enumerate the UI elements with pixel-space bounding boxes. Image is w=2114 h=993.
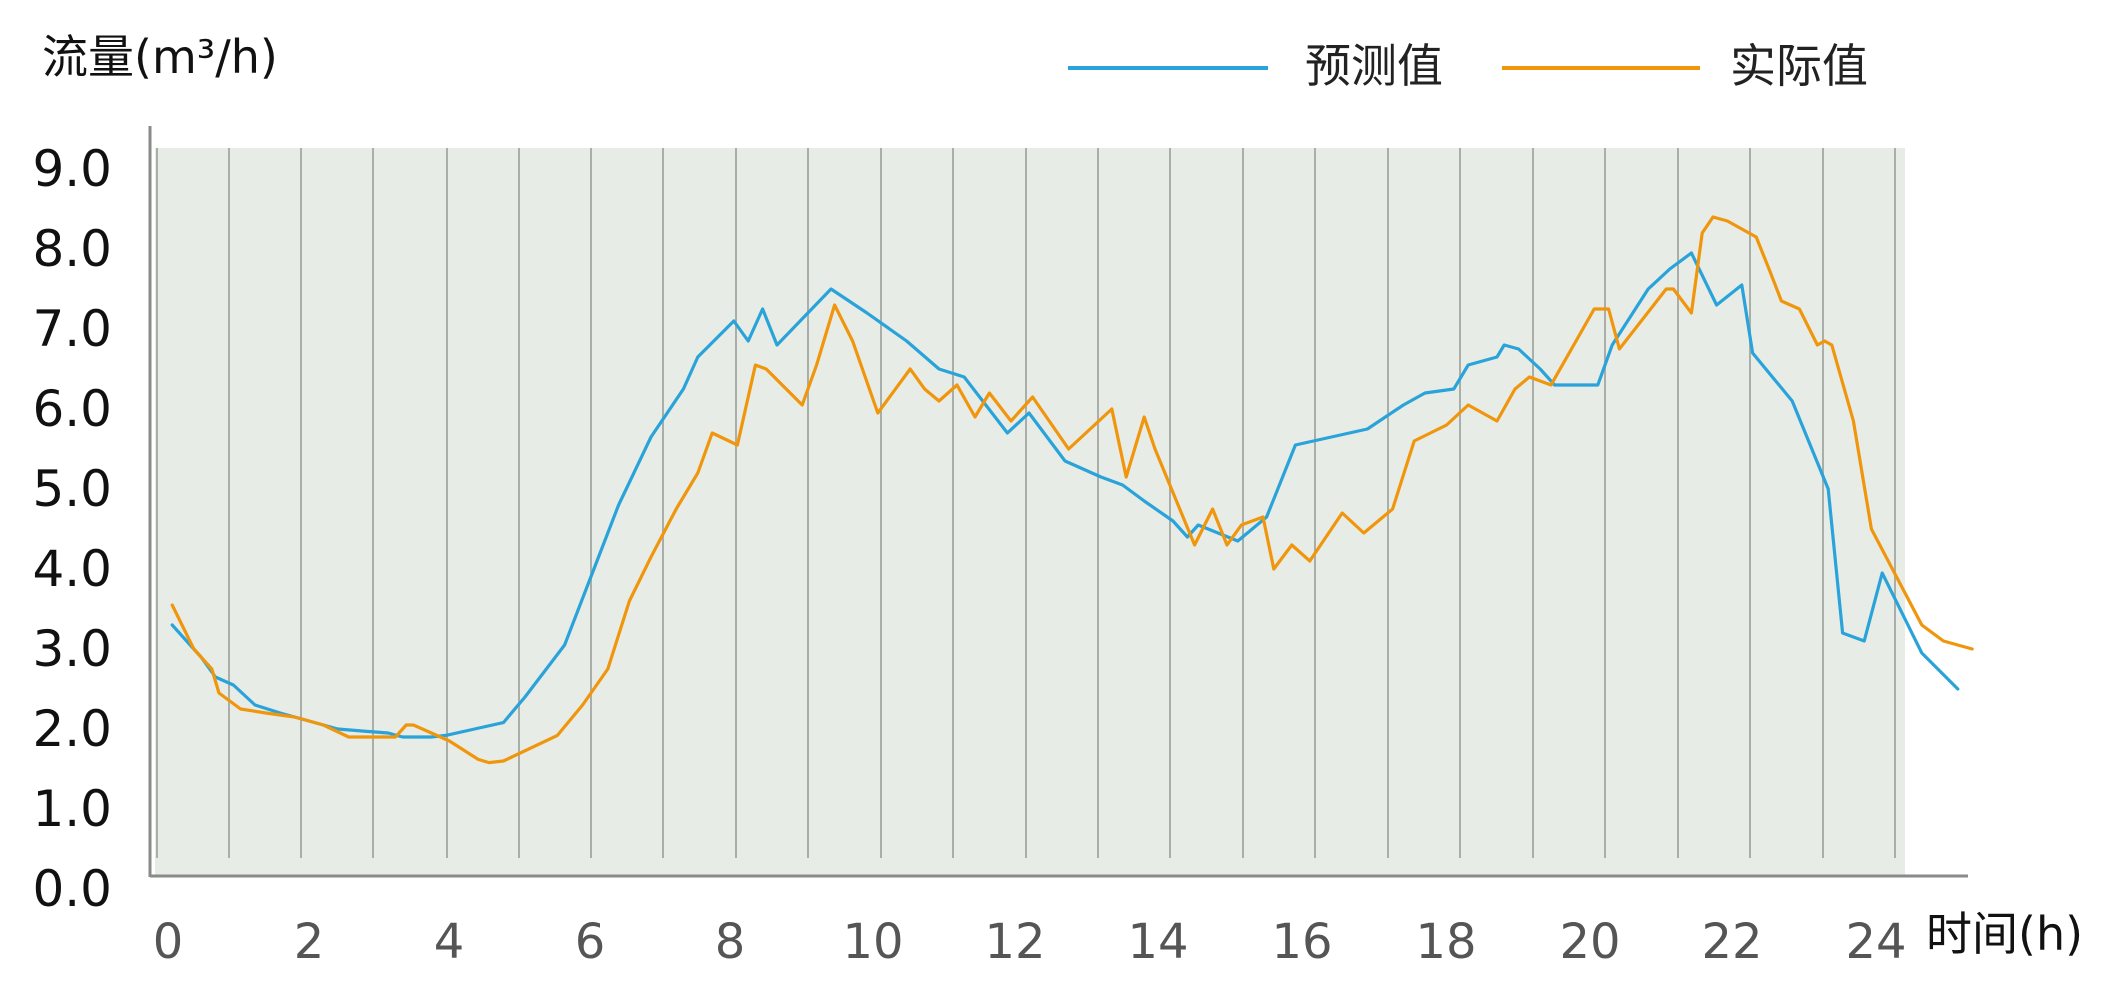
series-line-actual (170, 215, 1974, 765)
legend-label-predicted: 预测值 (1305, 39, 1443, 93)
x-tick-label: 6 (575, 914, 606, 970)
x-tick-label: 0 (153, 914, 184, 970)
y-tick-label: 4.0 (32, 540, 112, 598)
x-tick-label: 16 (1271, 914, 1332, 970)
y-tick-label: 5.0 (32, 460, 112, 518)
x-tick-label: 14 (1127, 914, 1188, 970)
legend-label-actual: 实际值 (1730, 39, 1868, 93)
y-tick-label: 1.0 (32, 780, 112, 838)
x-tick-label: 2 (294, 914, 325, 970)
y-tick-label: 2.0 (32, 700, 112, 758)
vertical-gridlines (156, 148, 1896, 858)
x-tick-label: 4 (434, 914, 465, 970)
x-tick-label: 8 (715, 914, 746, 970)
x-tick-label: 20 (1559, 914, 1620, 970)
y-axis-title: 流量(m³/h) (42, 30, 278, 84)
x-tick-label: 24 (1845, 914, 1906, 970)
y-tick-labels: 0.0 1.0 2.0 3.0 4.0 5.0 6.0 7.0 8.0 9.0 (32, 140, 112, 918)
y-tick-label: 7.0 (32, 300, 112, 358)
x-axis-title: 时间(h) (1926, 907, 2083, 961)
x-tick-label: 22 (1701, 914, 1762, 970)
y-tick-label: 0.0 (32, 860, 112, 918)
y-tick-label: 9.0 (32, 140, 112, 198)
y-tick-label: 3.0 (32, 620, 112, 678)
x-tick-label: 18 (1415, 914, 1476, 970)
y-tick-label: 6.0 (32, 380, 112, 438)
x-tick-labels: 0 2 4 6 8 10 12 14 16 18 20 22 24 (153, 914, 1907, 970)
series-lines (170, 215, 1974, 765)
x-tick-label: 10 (842, 914, 903, 970)
plot-background (155, 148, 1905, 875)
series-line-predicted (170, 251, 1960, 739)
x-tick-label: 12 (984, 914, 1045, 970)
y-tick-label: 8.0 (32, 220, 112, 278)
legend: 预测值 实际值 (1068, 39, 1868, 93)
